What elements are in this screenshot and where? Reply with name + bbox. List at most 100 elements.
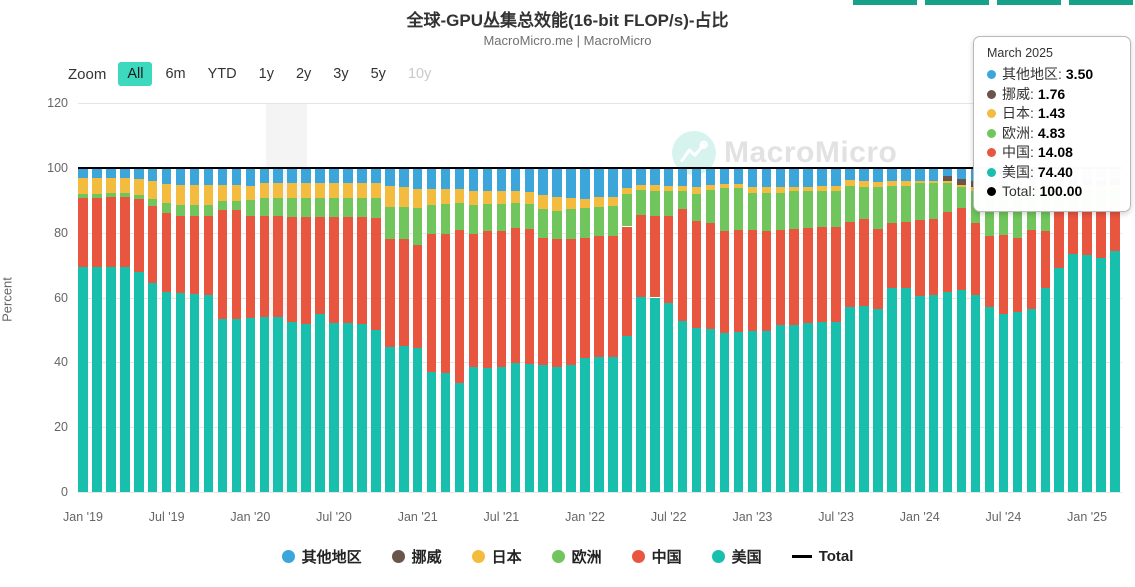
bar-segment-us-2022-01[interactable]: [580, 358, 590, 492]
bar-segment-other-2020-02[interactable]: [259, 167, 270, 184]
bar-segment-jp-2019-06[interactable]: [147, 181, 158, 200]
bar-segment-jp-2019-04[interactable]: [120, 178, 130, 194]
bar-segment-other-2020-10[interactable]: [371, 167, 381, 184]
bar-segment-other-2021-04[interactable]: [454, 167, 465, 189]
bar-segment-cn-2021-07[interactable]: [496, 231, 507, 367]
bar-segment-other-2020-12[interactable]: [399, 167, 409, 187]
bar-segment-eu-2020-08[interactable]: [343, 197, 353, 218]
bar-segment-us-2022-12[interactable]: [733, 331, 744, 492]
bar-segment-cn-2019-12[interactable]: [231, 209, 242, 319]
bar-segment-us-2020-10[interactable]: [371, 329, 381, 492]
bar-segment-cn-2024-08[interactable]: [1012, 238, 1023, 312]
bar-segment-eu-2023-06[interactable]: [817, 190, 827, 228]
bar-segment-cn-2023-12[interactable]: [901, 221, 911, 288]
bar-segment-us-2021-05[interactable]: [468, 366, 479, 492]
bar-segment-eu-2022-10[interactable]: [705, 189, 716, 224]
bar-segment-us-2022-11[interactable]: [719, 333, 730, 492]
bar-segment-cn-2021-12[interactable]: [566, 238, 576, 365]
bar-segment-cn-2021-10[interactable]: [538, 238, 548, 366]
bar-segment-eu-2024-08[interactable]: [1012, 192, 1023, 239]
bar-segment-cn-2022-12[interactable]: [733, 230, 744, 332]
bar-segment-cn-2019-10[interactable]: [203, 216, 214, 295]
legend-item-美国[interactable]: 美国: [711, 546, 762, 567]
toolbar-button-stub[interactable]: [925, 0, 989, 5]
bar-segment-cn-2019-04[interactable]: [120, 197, 130, 268]
bar-segment-other-2022-05[interactable]: [636, 167, 646, 185]
bar-segment-other-2023-02[interactable]: [761, 167, 772, 188]
bar-segment-us-2020-05[interactable]: [301, 324, 311, 492]
bar-segment-eu-2021-09[interactable]: [524, 204, 535, 230]
bar-segment-other-2021-10[interactable]: [538, 167, 548, 196]
bar-segment-jp-2020-05[interactable]: [301, 183, 311, 198]
bar-segment-eu-2022-03[interactable]: [608, 206, 618, 237]
bar-segment-cn-2020-11[interactable]: [385, 239, 395, 347]
bar-segment-eu-2019-10[interactable]: [203, 204, 214, 217]
bar-segment-other-2023-06[interactable]: [817, 167, 827, 187]
bar-segment-cn-2019-05[interactable]: [134, 199, 144, 272]
bar-segment-other-2022-10[interactable]: [705, 167, 716, 185]
bar-segment-cn-2022-11[interactable]: [719, 230, 730, 334]
legend-item-Total[interactable]: Total: [791, 548, 853, 565]
legend-item-其他地区[interactable]: 其他地区: [281, 546, 362, 567]
bar-segment-cn-2020-02[interactable]: [259, 216, 270, 317]
bar-segment-jp-2019-10[interactable]: [203, 185, 214, 205]
bar-segment-jp-2020-11[interactable]: [385, 186, 395, 207]
bar-segment-jp-2023-11[interactable]: [887, 180, 897, 186]
legend-item-日本[interactable]: 日本: [471, 546, 522, 567]
bar-segment-jp-2019-12[interactable]: [231, 185, 242, 201]
bar-segment-cn-2024-06[interactable]: [984, 236, 995, 307]
bar-segment-other-2019-06[interactable]: [147, 167, 158, 182]
bar-segment-eu-2023-11[interactable]: [887, 185, 897, 224]
bar-segment-other-2021-05[interactable]: [468, 167, 479, 191]
bar-segment-other-2019-08[interactable]: [175, 167, 186, 185]
bar-segment-other-2019-11[interactable]: [217, 167, 228, 185]
bar-segment-eu-2019-09[interactable]: [189, 205, 200, 217]
bar-segment-jp-2023-05[interactable]: [803, 186, 813, 192]
bar-segment-us-2021-03[interactable]: [440, 373, 451, 492]
bar-segment-cn-2021-09[interactable]: [524, 229, 535, 365]
bar-segment-us-2019-01[interactable]: [78, 267, 88, 492]
bar-segment-us-2020-01[interactable]: [245, 318, 256, 492]
bar-segment-eu-2020-04[interactable]: [287, 197, 297, 217]
bar-segment-jp-2021-10[interactable]: [538, 195, 548, 210]
bar-segment-eu-2022-01[interactable]: [580, 208, 590, 238]
bar-segment-us-2019-04[interactable]: [120, 267, 130, 492]
bar-segment-us-2022-07[interactable]: [663, 303, 674, 492]
bar-segment-cn-2020-12[interactable]: [399, 239, 409, 347]
bar-segment-other-2022-09[interactable]: [691, 167, 702, 188]
bar-segment-jp-2020-09[interactable]: [357, 183, 367, 198]
bar-segment-us-2023-05[interactable]: [803, 323, 813, 492]
bar-segment-jp-2021-03[interactable]: [440, 188, 451, 205]
bar-segment-other-2023-12[interactable]: [901, 167, 911, 181]
legend-item-中国[interactable]: 中国: [631, 546, 682, 567]
bar-segment-us-2025-01[interactable]: [1082, 255, 1092, 492]
bar-segment-jp-2022-07[interactable]: [663, 185, 674, 192]
bar-segment-eu-2019-12[interactable]: [231, 200, 242, 210]
bar-segment-cn-2021-05[interactable]: [468, 233, 479, 367]
bar-segment-cn-2021-01[interactable]: [412, 244, 423, 349]
bar-segment-eu-2021-05[interactable]: [468, 205, 479, 234]
bar-segment-other-2022-03[interactable]: [608, 167, 618, 197]
bar-segment-us-2020-06[interactable]: [315, 313, 325, 492]
bar-segment-cn-2025-03[interactable]: [1110, 205, 1120, 251]
bar-segment-cn-2024-10[interactable]: [1040, 231, 1051, 289]
bar-segment-jp-2021-02[interactable]: [426, 188, 437, 205]
bar-segment-other-2021-06[interactable]: [482, 167, 493, 191]
bar-segment-cn-2024-05[interactable]: [970, 223, 981, 295]
bar-segment-eu-2020-10[interactable]: [371, 197, 381, 218]
zoom-range-1y[interactable]: 1y: [258, 66, 274, 82]
zoom-range-all[interactable]: All: [118, 62, 153, 86]
bar-segment-jp-2021-05[interactable]: [468, 190, 479, 206]
bar-segment-jp-2021-06[interactable]: [482, 190, 493, 205]
bar-segment-cn-2022-10[interactable]: [705, 223, 716, 329]
bar-segment-other-2019-05[interactable]: [134, 167, 144, 179]
bar-segment-cn-2022-03[interactable]: [608, 236, 618, 358]
bar-segment-cn-2025-02[interactable]: [1096, 211, 1106, 259]
bar-segment-other-2022-07[interactable]: [663, 167, 674, 186]
bar-segment-us-2020-04[interactable]: [287, 321, 297, 492]
bar-segment-cn-2024-03[interactable]: [942, 211, 953, 292]
bar-segment-other-2021-03[interactable]: [440, 167, 451, 189]
legend-item-欧洲[interactable]: 欧洲: [551, 546, 602, 567]
bar-segment-us-2021-04[interactable]: [454, 383, 465, 492]
bar-segment-jp-2021-11[interactable]: [552, 197, 562, 211]
